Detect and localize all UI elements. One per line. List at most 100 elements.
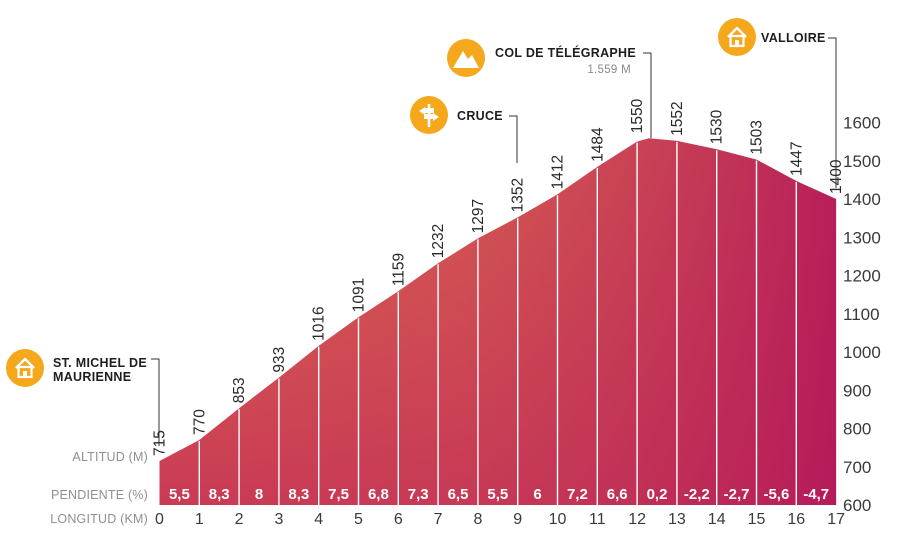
- x-tick-label: 17: [827, 511, 845, 528]
- altitude-label: 1550: [629, 98, 646, 133]
- y-tick-label: 900: [843, 381, 871, 400]
- gradient-value: -5,6: [763, 486, 789, 503]
- gradient-row-label: PENDIENTE (%): [51, 488, 148, 502]
- y-axis: 600 700 800 900 1000 1100 1200 1300 1400 1500 1600: [843, 114, 881, 516]
- house-roof: [15, 357, 35, 369]
- gradient-value: 7,2: [567, 486, 588, 503]
- x-tick-label: 10: [549, 511, 567, 528]
- sign-board-bottom: [424, 114, 434, 119]
- gradient-values: 5,5 8,3 8 8,3 7,5 6,8 7,3 6,5 5,5 6 7,2 6,6 0,2 -2,2-…: [169, 486, 829, 503]
- house-door: [23, 371, 27, 377]
- y-tick-label: 1600: [843, 114, 881, 133]
- y-tick-label: 1000: [843, 343, 881, 362]
- waypoint: CRUCE: [410, 96, 518, 163]
- waypoint-name: COL DE TÉLÉGRAPHE: [495, 45, 636, 60]
- gradient-value: 6,8: [368, 486, 389, 503]
- y-tick-label: 1200: [843, 267, 881, 286]
- gradient-value: -4,7: [803, 486, 829, 503]
- gradient-value: 5,5: [169, 486, 190, 503]
- y-tick-label: 800: [843, 420, 871, 439]
- x-axis: 0 1 2 3 4 5 6 7 8 9 10 11 12 13 14 15 16 17: [155, 511, 845, 528]
- y-tick-label: 700: [843, 458, 871, 477]
- altitude-row-label: ALTITUD (M): [72, 450, 148, 464]
- y-tick-label: 600: [843, 496, 871, 515]
- altitude-label: 933: [271, 347, 288, 373]
- altitude-label: 1447: [788, 142, 805, 176]
- waypoint-leader-line: [828, 37, 837, 188]
- x-tick-label: 4: [314, 511, 323, 528]
- altitude-label: 1232: [430, 224, 447, 258]
- x-tick-label: 14: [708, 511, 726, 528]
- km-dividers: [198, 141, 797, 505]
- x-tick-label: 8: [473, 511, 482, 528]
- altitude-label: 1016: [311, 306, 328, 340]
- gradient-value: 8,3: [209, 486, 230, 503]
- altitude-label: 715: [152, 430, 169, 456]
- x-tick-label: 16: [787, 511, 805, 528]
- altitude-label: 1352: [510, 178, 527, 212]
- sign-arrow-right: [433, 113, 439, 121]
- waypoint: COL DE TÉLÉGRAPHE 1.559 M: [447, 39, 652, 138]
- x-tick-label: 5: [354, 511, 363, 528]
- altitude-label: 1552: [669, 101, 686, 135]
- gradient-value: 7,5: [328, 486, 349, 503]
- x-tick-label: 0: [155, 511, 164, 528]
- altitude-label: 1503: [749, 120, 766, 154]
- x-tick-label: 2: [235, 511, 244, 528]
- x-tick-label: 7: [434, 511, 443, 528]
- sign-board-top: [424, 108, 434, 113]
- x-tick-label: 13: [668, 511, 686, 528]
- altitude-label: 1159: [390, 253, 407, 286]
- gradient-value: -2,2: [684, 486, 710, 503]
- waypoint-leader-line: [509, 115, 518, 163]
- altitude-label: 1412: [550, 155, 567, 189]
- gradient-value: 6,6: [607, 486, 628, 503]
- gradient-value: 8: [255, 486, 263, 503]
- gradient-value: 5,5: [487, 486, 508, 503]
- waypoint: VALLOIRE: [718, 18, 837, 188]
- gradient-value: 8,3: [288, 486, 309, 503]
- gradient-value: -2,7: [724, 486, 750, 503]
- x-tick-label: 1: [195, 511, 204, 528]
- sign-arrow-left: [419, 107, 425, 115]
- altitude-label: 1484: [589, 127, 606, 162]
- waypoint-name: VALLOIRE: [761, 31, 826, 45]
- gradient-value: 7,3: [408, 486, 429, 503]
- waypoint-altitude: 1.559 M: [587, 64, 631, 76]
- altitude-label: 1091: [351, 278, 368, 312]
- y-tick-label: 1500: [843, 152, 881, 171]
- waypoint-leader-line: [643, 52, 652, 138]
- altitude-label: 770: [191, 409, 208, 435]
- altitude-label: 1297: [470, 199, 487, 233]
- house-door: [735, 40, 739, 46]
- x-tick-label: 12: [628, 511, 646, 528]
- altitude-labels: 715 770 853 933 1016 1091 1159 1232 1297 1352 1412…: [152, 98, 846, 456]
- gradient-value: 0,2: [647, 486, 668, 503]
- altitude-label: 1530: [709, 109, 726, 144]
- x-tick-label: 3: [274, 511, 283, 528]
- row-labels: ALTITUD (M) PENDIENTE (%) LONGITUD (KM): [50, 450, 148, 526]
- y-tick-label: 1300: [843, 228, 881, 247]
- y-tick-label: 1400: [843, 190, 881, 209]
- house-roof: [727, 26, 747, 38]
- gradient-value: 6,5: [448, 486, 469, 503]
- distance-row-label: LONGITUD (KM): [50, 512, 148, 526]
- x-tick-label: 9: [513, 511, 522, 528]
- profile-area: [159, 138, 837, 505]
- x-tick-label: 15: [748, 511, 766, 528]
- altitude-label: 1400: [828, 159, 845, 194]
- altitude-label: 853: [231, 377, 248, 403]
- profile-shade: [159, 138, 837, 505]
- waypoint-name: ST. MICHEL DE: [53, 356, 147, 370]
- y-tick-label: 1100: [843, 305, 880, 324]
- waypoint-name: MAURIENNE: [53, 370, 131, 384]
- x-tick-label: 11: [589, 511, 606, 528]
- mountain-shape: [453, 51, 479, 68]
- waypoint-leader-line: [151, 358, 160, 446]
- x-tick-label: 6: [394, 511, 403, 528]
- gradient-value: 6: [533, 486, 541, 503]
- waypoint-name: CRUCE: [457, 109, 503, 123]
